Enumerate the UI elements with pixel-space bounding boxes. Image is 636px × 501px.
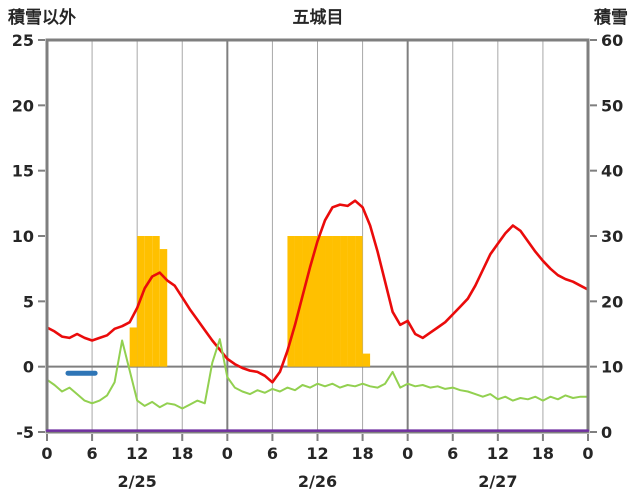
left-axis-title: 積雪以外 — [8, 7, 76, 27]
left-axis-tick-label: 0 — [23, 358, 34, 377]
precipitation-bar — [355, 236, 363, 367]
precipitation-bar — [129, 327, 138, 367]
precipitation-bar — [325, 236, 333, 367]
left-axis-tick-label: 10 — [12, 227, 34, 246]
right-axis-tick-label: 20 — [601, 292, 623, 311]
left-axis-tick-label: 20 — [12, 96, 34, 115]
x-axis-tick-label: 0 — [41, 444, 52, 463]
right-axis-tick-label: 40 — [601, 162, 623, 181]
frame-layer — [45, 38, 590, 434]
precipitation-bar — [294, 236, 303, 367]
precipitation-bar — [347, 236, 356, 367]
x-axis-tick-label: 18 — [351, 444, 373, 463]
precipitation-bar — [152, 236, 160, 367]
right-axis-tick-label: 60 — [601, 31, 623, 50]
right-axis-tick-label: 10 — [601, 358, 623, 377]
x-axis-tick-label: 0 — [402, 444, 413, 463]
x-axis-tick-label: 18 — [171, 444, 193, 463]
left-axis-tick-label: 15 — [12, 162, 34, 181]
x-axis-tick-label: 6 — [87, 444, 98, 463]
secondary-line — [46, 338, 589, 410]
right-axis-tick-label: 30 — [601, 227, 623, 246]
x-axis-tick-label: 6 — [447, 444, 458, 463]
day-label: 2/26 — [298, 472, 337, 491]
day-label: 2/27 — [478, 472, 517, 491]
x-axis-tick-label: 12 — [126, 444, 148, 463]
left-axis-tick-label: 25 — [12, 31, 34, 50]
x-axis-tick-label: 12 — [306, 444, 328, 463]
x-axis-tick-label: 18 — [532, 444, 554, 463]
precipitation-bar — [309, 236, 318, 367]
precipitation-bar — [302, 236, 310, 367]
x-axis-tick-label: 0 — [582, 444, 593, 463]
right-axis-tick-label: 0 — [601, 423, 612, 442]
precipitation-bar — [340, 236, 348, 367]
left-axis-tick-label: 5 — [23, 292, 34, 311]
temperature-line — [45, 199, 590, 384]
precipitation-bar — [362, 353, 371, 367]
x-axis-tick-label: 12 — [487, 444, 509, 463]
precipitation-bar — [332, 236, 341, 367]
day-label: 2/25 — [118, 472, 157, 491]
plot-border — [45, 38, 590, 434]
precipitation-bar — [287, 236, 295, 367]
chart-title: 五城目 — [293, 8, 344, 27]
left-axis-tick-label: -5 — [16, 423, 34, 442]
precipitation-bar — [144, 236, 153, 367]
x-axis-tick-label: 6 — [267, 444, 278, 463]
right-axis-tick-label: 50 — [601, 96, 623, 115]
bar-layer — [129, 236, 371, 367]
right-axis-title: 積雪 — [594, 7, 628, 27]
precipitation-bar — [317, 236, 326, 367]
x-axis-tick-label: 0 — [222, 444, 233, 463]
precipitation-bar — [159, 249, 168, 367]
line-layer — [45, 199, 590, 410]
